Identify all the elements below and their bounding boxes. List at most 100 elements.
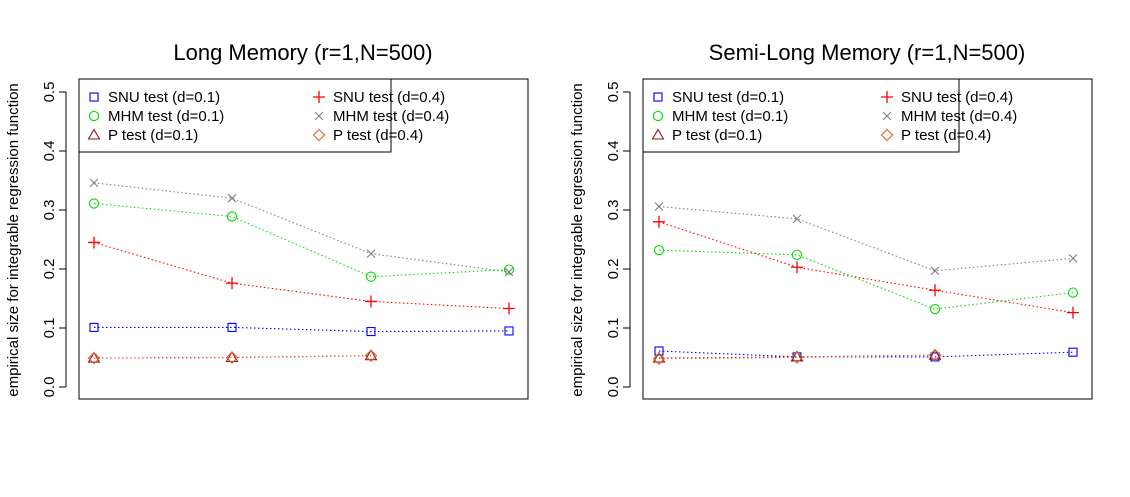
legend-symbol-mhm-test-d-0-1 [88, 110, 100, 122]
legend-label-p-test-d-0-4: P test (d=0.4) [901, 127, 991, 144]
chart-title: Semi-Long Memory (r=1,N=500) [709, 40, 1026, 65]
data-point-snu-test-d-0-4 [1067, 306, 1079, 319]
legend-symbol-mhm-test-d-0-1 [652, 110, 664, 122]
data-point-mhm-test-d-0-4 [1068, 253, 1078, 263]
y-tick-label: 0.1 [605, 318, 622, 339]
data-point-mhm-test-d-0-4 [792, 214, 802, 224]
data-point-p-test-d-0-1 [652, 351, 666, 363]
series-lines [93, 182, 510, 359]
legend: SNU test (d=0.1) SNU test (d=0.4) MHM test… [642, 78, 1017, 153]
y-tick-label: 0.5 [605, 82, 622, 103]
data-point-mhm-test-d-0-1 [929, 303, 941, 315]
data-point-p-test-d-0-4 [652, 352, 666, 365]
data-point-p-test-d-0-4 [790, 351, 804, 364]
data-point-snu-test-d-0-4 [929, 284, 941, 297]
data-point-snu-test-d-0-4 [226, 277, 238, 290]
series-line-p-test-d-0-4 [93, 355, 372, 359]
data-point-mhm-test-d-0-1 [503, 264, 515, 275]
legend-symbol-snu-test-d-0-4 [313, 91, 325, 103]
series-line-mhm-test-d-0-1 [658, 249, 1074, 310]
data-point-p-test-d-0-1 [928, 348, 942, 360]
data-point-mhm-test-d-0-4 [504, 267, 514, 277]
data-point-snu-test-d-0-4 [365, 295, 377, 308]
legend-items: SNU test (d=0.1) SNU test (d=0.4) MHM test… [651, 89, 1017, 144]
series-lines [658, 205, 1074, 360]
data-point-snu-test-d-0-1 [89, 322, 99, 332]
legend-label-snu-test-d-0-4: SNU test (d=0.4) [901, 89, 1013, 106]
legend-symbol-p-test-d-0-1 [651, 128, 665, 140]
data-point-snu-test-d-0-1 [654, 346, 664, 356]
chart-panel-long-memory: Long Memory (r=1,N=500) empirical size f… [5, 40, 529, 400]
y-tick-label: 0.1 [41, 318, 58, 339]
y-tick-label: 0.4 [41, 141, 58, 162]
legend-label-mhm-test-d-0-4: MHM test (d=0.4) [333, 108, 449, 125]
legend-label-p-test-d-0-1: P test (d=0.1) [108, 127, 198, 144]
data-point-snu-test-d-0-4 [88, 236, 100, 249]
data-point-mhm-test-d-0-1 [791, 249, 803, 260]
series-line-mhm-test-d-0-4 [658, 205, 1074, 272]
legend-items: SNU test (d=0.1) SNU test (d=0.4) MHM test… [87, 89, 449, 144]
series-line-p-test-d-0-1 [658, 354, 936, 359]
legend-symbol-p-test-d-0-1 [87, 128, 101, 140]
legend: SNU test (d=0.1) SNU test (d=0.4) MHM test… [78, 78, 449, 153]
series-line-p-test-d-0-1 [93, 355, 372, 359]
data-point-mhm-test-d-0-1 [88, 198, 100, 209]
y-tick-label: 0.0 [605, 377, 622, 398]
series-line-p-test-d-0-4 [658, 354, 936, 360]
series-markers [652, 202, 1079, 365]
data-point-mhm-test-d-0-4 [654, 202, 664, 211]
data-point-mhm-test-d-0-4 [227, 193, 237, 203]
legend-symbol-snu-test-d-0-1 [653, 92, 663, 102]
legend-label-mhm-test-d-0-1: MHM test (d=0.1) [672, 108, 788, 125]
data-point-mhm-test-d-0-1 [1067, 287, 1079, 298]
y-axis-label: empirical size for integrable regression… [569, 83, 586, 396]
data-point-snu-test-d-0-4 [791, 261, 803, 274]
legend-symbol-p-test-d-0-4 [880, 128, 894, 142]
y-tick-label: 0.3 [41, 200, 58, 221]
legend-symbol-mhm-test-d-0-4 [882, 111, 892, 121]
series-line-snu-test-d-0-4 [658, 221, 1074, 314]
series-line-snu-test-d-0-4 [93, 241, 510, 310]
data-point-mhm-test-d-0-1 [653, 244, 665, 256]
y-tick-label: 0.3 [605, 200, 622, 221]
data-point-p-test-d-0-1 [87, 351, 101, 363]
data-point-mhm-test-d-0-4 [89, 178, 99, 188]
legend-label-snu-test-d-0-1: SNU test (d=0.1) [672, 89, 784, 106]
data-point-snu-test-d-0-1 [227, 322, 237, 332]
series-line-mhm-test-d-0-1 [93, 202, 510, 278]
data-point-p-test-d-0-1 [790, 350, 804, 362]
legend-label-mhm-test-d-0-1: MHM test (d=0.1) [108, 108, 224, 125]
y-tick-label: 0.5 [41, 82, 58, 103]
data-point-mhm-test-d-0-4 [930, 266, 940, 276]
y-tick-label: 0.0 [41, 377, 58, 398]
data-point-p-test-d-0-4 [87, 351, 101, 365]
series-line-snu-test-d-0-1 [658, 350, 1074, 358]
y-tick-label: 0.2 [605, 259, 622, 280]
data-point-snu-test-d-0-1 [366, 326, 376, 337]
data-point-p-test-d-0-4 [225, 351, 239, 364]
data-point-mhm-test-d-0-1 [226, 211, 238, 222]
data-point-p-test-d-0-1 [364, 349, 378, 361]
y-axis-label: empirical size for integrable regression… [5, 83, 22, 396]
series-line-mhm-test-d-0-4 [93, 182, 510, 273]
legend-label-snu-test-d-0-1: SNU test (d=0.1) [108, 89, 220, 106]
data-point-snu-test-d-0-1 [1068, 347, 1078, 357]
legend-symbol-snu-test-d-0-4 [881, 91, 893, 103]
series-markers [87, 178, 515, 365]
legend-label-snu-test-d-0-4: SNU test (d=0.4) [333, 89, 445, 106]
y-tick-label: 0.4 [605, 141, 622, 162]
data-point-p-test-d-0-4 [928, 348, 942, 362]
legend-box [78, 78, 392, 153]
data-point-p-test-d-0-4 [364, 349, 378, 363]
data-point-snu-test-d-0-4 [653, 215, 665, 228]
data-point-p-test-d-0-1 [225, 350, 239, 363]
y-axis: 0.0 0.1 0.2 0.3 0.4 0.5 [605, 82, 631, 398]
data-point-snu-test-d-0-4 [503, 302, 515, 315]
legend-symbol-mhm-test-d-0-4 [314, 111, 324, 121]
data-point-mhm-test-d-0-4 [366, 249, 376, 259]
legend-label-p-test-d-0-4: P test (d=0.4) [333, 127, 423, 144]
data-point-mhm-test-d-0-1 [365, 271, 377, 282]
legend-label-mhm-test-d-0-4: MHM test (d=0.4) [901, 108, 1017, 125]
series-line-snu-test-d-0-1 [94, 326, 510, 333]
